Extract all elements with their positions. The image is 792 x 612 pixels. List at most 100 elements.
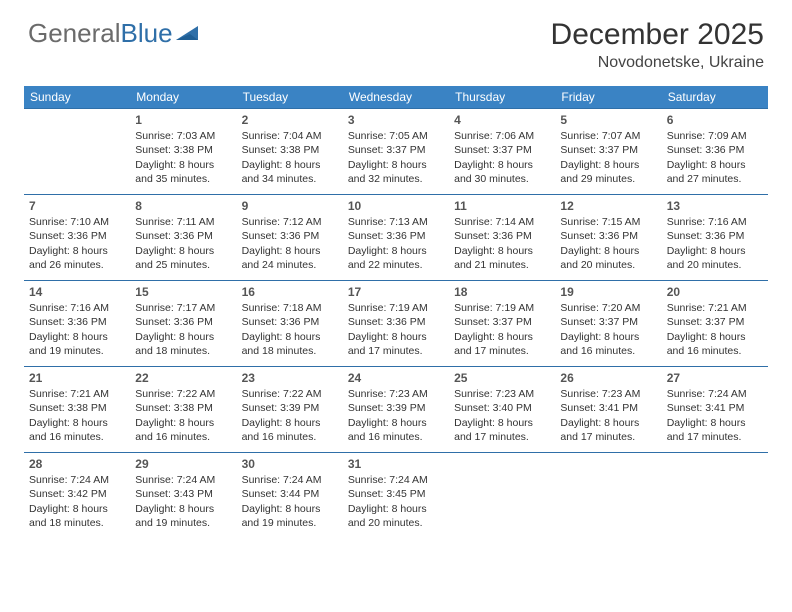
- daylight-line-2: and 32 minutes.: [348, 172, 444, 186]
- day-cell: 25Sunrise: 7:23 AMSunset: 3:40 PMDayligh…: [449, 367, 555, 453]
- daylight-line-1: Daylight: 8 hours: [242, 330, 338, 344]
- table-row: 1Sunrise: 7:03 AMSunset: 3:38 PMDaylight…: [24, 109, 768, 195]
- daylight-line-2: and 18 minutes.: [242, 344, 338, 358]
- day-cell: 19Sunrise: 7:20 AMSunset: 3:37 PMDayligh…: [555, 281, 661, 367]
- month-title: December 2025: [551, 18, 764, 52]
- day-number: 4: [454, 112, 550, 128]
- daylight-line-2: and 26 minutes.: [29, 258, 125, 272]
- brand-logo: GeneralBlue: [28, 18, 202, 49]
- daylight-line-1: Daylight: 8 hours: [135, 244, 231, 258]
- daylight-line-2: and 16 minutes.: [348, 430, 444, 444]
- daylight-line-2: and 20 minutes.: [667, 258, 763, 272]
- daylight-line-2: and 25 minutes.: [135, 258, 231, 272]
- sunset-line: Sunset: 3:36 PM: [135, 315, 231, 329]
- daylight-line-2: and 29 minutes.: [560, 172, 656, 186]
- day-number: 27: [667, 370, 763, 386]
- sunrise-line: Sunrise: 7:11 AM: [135, 215, 231, 229]
- sunset-line: Sunset: 3:37 PM: [560, 315, 656, 329]
- daylight-line-2: and 30 minutes.: [454, 172, 550, 186]
- day-number: 30: [242, 456, 338, 472]
- sunset-line: Sunset: 3:45 PM: [348, 487, 444, 501]
- day-cell: 22Sunrise: 7:22 AMSunset: 3:38 PMDayligh…: [130, 367, 236, 453]
- daylight-line-2: and 17 minutes.: [454, 430, 550, 444]
- day-cell: [662, 453, 768, 539]
- sunset-line: Sunset: 3:37 PM: [667, 315, 763, 329]
- day-cell: 16Sunrise: 7:18 AMSunset: 3:36 PMDayligh…: [237, 281, 343, 367]
- daylight-line-1: Daylight: 8 hours: [667, 158, 763, 172]
- header: GeneralBlue December 2025 Novodonetske, …: [0, 0, 792, 80]
- day-number: 18: [454, 284, 550, 300]
- day-number: 11: [454, 198, 550, 214]
- daylight-line-2: and 17 minutes.: [348, 344, 444, 358]
- table-row: 28Sunrise: 7:24 AMSunset: 3:42 PMDayligh…: [24, 453, 768, 539]
- day-number: 3: [348, 112, 444, 128]
- daylight-line-2: and 22 minutes.: [348, 258, 444, 272]
- day-cell: 28Sunrise: 7:24 AMSunset: 3:42 PMDayligh…: [24, 453, 130, 539]
- sunrise-line: Sunrise: 7:16 AM: [667, 215, 763, 229]
- sunset-line: Sunset: 3:38 PM: [135, 143, 231, 157]
- daylight-line-2: and 17 minutes.: [667, 430, 763, 444]
- sunset-line: Sunset: 3:37 PM: [560, 143, 656, 157]
- sunset-line: Sunset: 3:36 PM: [667, 229, 763, 243]
- day-header: Monday: [130, 86, 236, 109]
- sunrise-line: Sunrise: 7:07 AM: [560, 129, 656, 143]
- day-number: 20: [667, 284, 763, 300]
- day-number: 8: [135, 198, 231, 214]
- daylight-line-1: Daylight: 8 hours: [29, 416, 125, 430]
- sunrise-line: Sunrise: 7:12 AM: [242, 215, 338, 229]
- brand-part2: Blue: [121, 18, 173, 49]
- day-number: 12: [560, 198, 656, 214]
- sunset-line: Sunset: 3:37 PM: [454, 315, 550, 329]
- day-number: 25: [454, 370, 550, 386]
- calendar-body: 1Sunrise: 7:03 AMSunset: 3:38 PMDaylight…: [24, 109, 768, 539]
- day-number: 2: [242, 112, 338, 128]
- daylight-line-2: and 21 minutes.: [454, 258, 550, 272]
- day-number: 5: [560, 112, 656, 128]
- sunset-line: Sunset: 3:36 PM: [29, 229, 125, 243]
- day-header: Sunday: [24, 86, 130, 109]
- sunset-line: Sunset: 3:38 PM: [242, 143, 338, 157]
- sunset-line: Sunset: 3:37 PM: [348, 143, 444, 157]
- day-cell: 7Sunrise: 7:10 AMSunset: 3:36 PMDaylight…: [24, 195, 130, 281]
- day-number: 17: [348, 284, 444, 300]
- sunrise-line: Sunrise: 7:10 AM: [29, 215, 125, 229]
- sunset-line: Sunset: 3:36 PM: [348, 315, 444, 329]
- sunset-line: Sunset: 3:39 PM: [348, 401, 444, 415]
- sunrise-line: Sunrise: 7:22 AM: [242, 387, 338, 401]
- day-cell: 1Sunrise: 7:03 AMSunset: 3:38 PMDaylight…: [130, 109, 236, 195]
- sunrise-line: Sunrise: 7:19 AM: [348, 301, 444, 315]
- sunrise-line: Sunrise: 7:15 AM: [560, 215, 656, 229]
- sunrise-line: Sunrise: 7:04 AM: [242, 129, 338, 143]
- day-cell: 12Sunrise: 7:15 AMSunset: 3:36 PMDayligh…: [555, 195, 661, 281]
- day-cell: [24, 109, 130, 195]
- table-row: 7Sunrise: 7:10 AMSunset: 3:36 PMDaylight…: [24, 195, 768, 281]
- day-number: 15: [135, 284, 231, 300]
- daylight-line-1: Daylight: 8 hours: [667, 244, 763, 258]
- sunset-line: Sunset: 3:36 PM: [242, 315, 338, 329]
- day-cell: 29Sunrise: 7:24 AMSunset: 3:43 PMDayligh…: [130, 453, 236, 539]
- day-cell: 27Sunrise: 7:24 AMSunset: 3:41 PMDayligh…: [662, 367, 768, 453]
- daylight-line-1: Daylight: 8 hours: [560, 158, 656, 172]
- day-cell: 20Sunrise: 7:21 AMSunset: 3:37 PMDayligh…: [662, 281, 768, 367]
- sunset-line: Sunset: 3:38 PM: [29, 401, 125, 415]
- sunrise-line: Sunrise: 7:13 AM: [348, 215, 444, 229]
- sunrise-line: Sunrise: 7:21 AM: [29, 387, 125, 401]
- daylight-line-2: and 20 minutes.: [348, 516, 444, 530]
- daylight-line-1: Daylight: 8 hours: [135, 416, 231, 430]
- day-number: 10: [348, 198, 444, 214]
- day-cell: 3Sunrise: 7:05 AMSunset: 3:37 PMDaylight…: [343, 109, 449, 195]
- sunrise-line: Sunrise: 7:19 AM: [454, 301, 550, 315]
- daylight-line-2: and 18 minutes.: [29, 516, 125, 530]
- sunrise-line: Sunrise: 7:06 AM: [454, 129, 550, 143]
- day-number: 1: [135, 112, 231, 128]
- sunrise-line: Sunrise: 7:23 AM: [454, 387, 550, 401]
- sunrise-line: Sunrise: 7:03 AM: [135, 129, 231, 143]
- day-number: 6: [667, 112, 763, 128]
- daylight-line-1: Daylight: 8 hours: [560, 244, 656, 258]
- table-row: 21Sunrise: 7:21 AMSunset: 3:38 PMDayligh…: [24, 367, 768, 453]
- day-number: 21: [29, 370, 125, 386]
- daylight-line-1: Daylight: 8 hours: [348, 244, 444, 258]
- day-cell: [555, 453, 661, 539]
- day-cell: 14Sunrise: 7:16 AMSunset: 3:36 PMDayligh…: [24, 281, 130, 367]
- daylight-line-2: and 19 minutes.: [135, 516, 231, 530]
